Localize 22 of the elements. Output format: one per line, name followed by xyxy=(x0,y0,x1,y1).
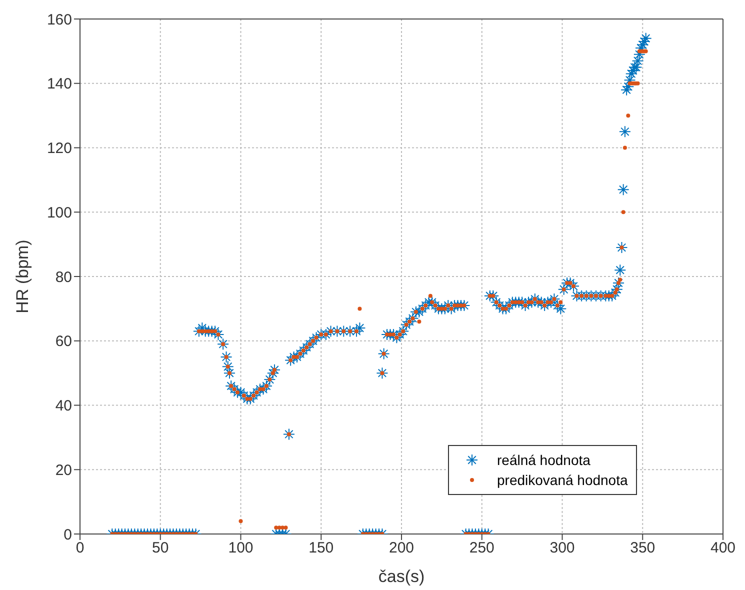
x-tick-label: 400 xyxy=(710,540,736,557)
y-tick-label: 100 xyxy=(46,204,72,222)
x-tick-label: 300 xyxy=(550,540,575,557)
y-tick-label: 60 xyxy=(55,333,72,350)
x-tick-label: 150 xyxy=(308,540,334,557)
y-axis-title: HR (bpm) xyxy=(13,240,32,314)
x-tick-label: 100 xyxy=(228,540,254,557)
x-tick-label: 250 xyxy=(469,540,494,557)
y-tick-label: 80 xyxy=(55,268,72,286)
y-tick-label: 20 xyxy=(55,462,72,479)
y-tick-label: 140 xyxy=(46,76,72,93)
y-tick-label: 0 xyxy=(64,526,72,544)
y-tick-label: 160 xyxy=(46,11,72,28)
x-tick-label: 200 xyxy=(388,540,414,557)
x-tick-label: 350 xyxy=(630,540,656,557)
legend-label: predikovaná hodnota xyxy=(497,472,628,488)
x-tick-label: 50 xyxy=(152,540,169,557)
x-tick-label: 0 xyxy=(76,540,84,557)
x-axis-title: čas(s) xyxy=(378,567,425,586)
y-tick-label: 120 xyxy=(46,140,72,158)
y-tick-label: 40 xyxy=(55,398,72,415)
legend-label: reálná hodnota xyxy=(497,452,590,468)
